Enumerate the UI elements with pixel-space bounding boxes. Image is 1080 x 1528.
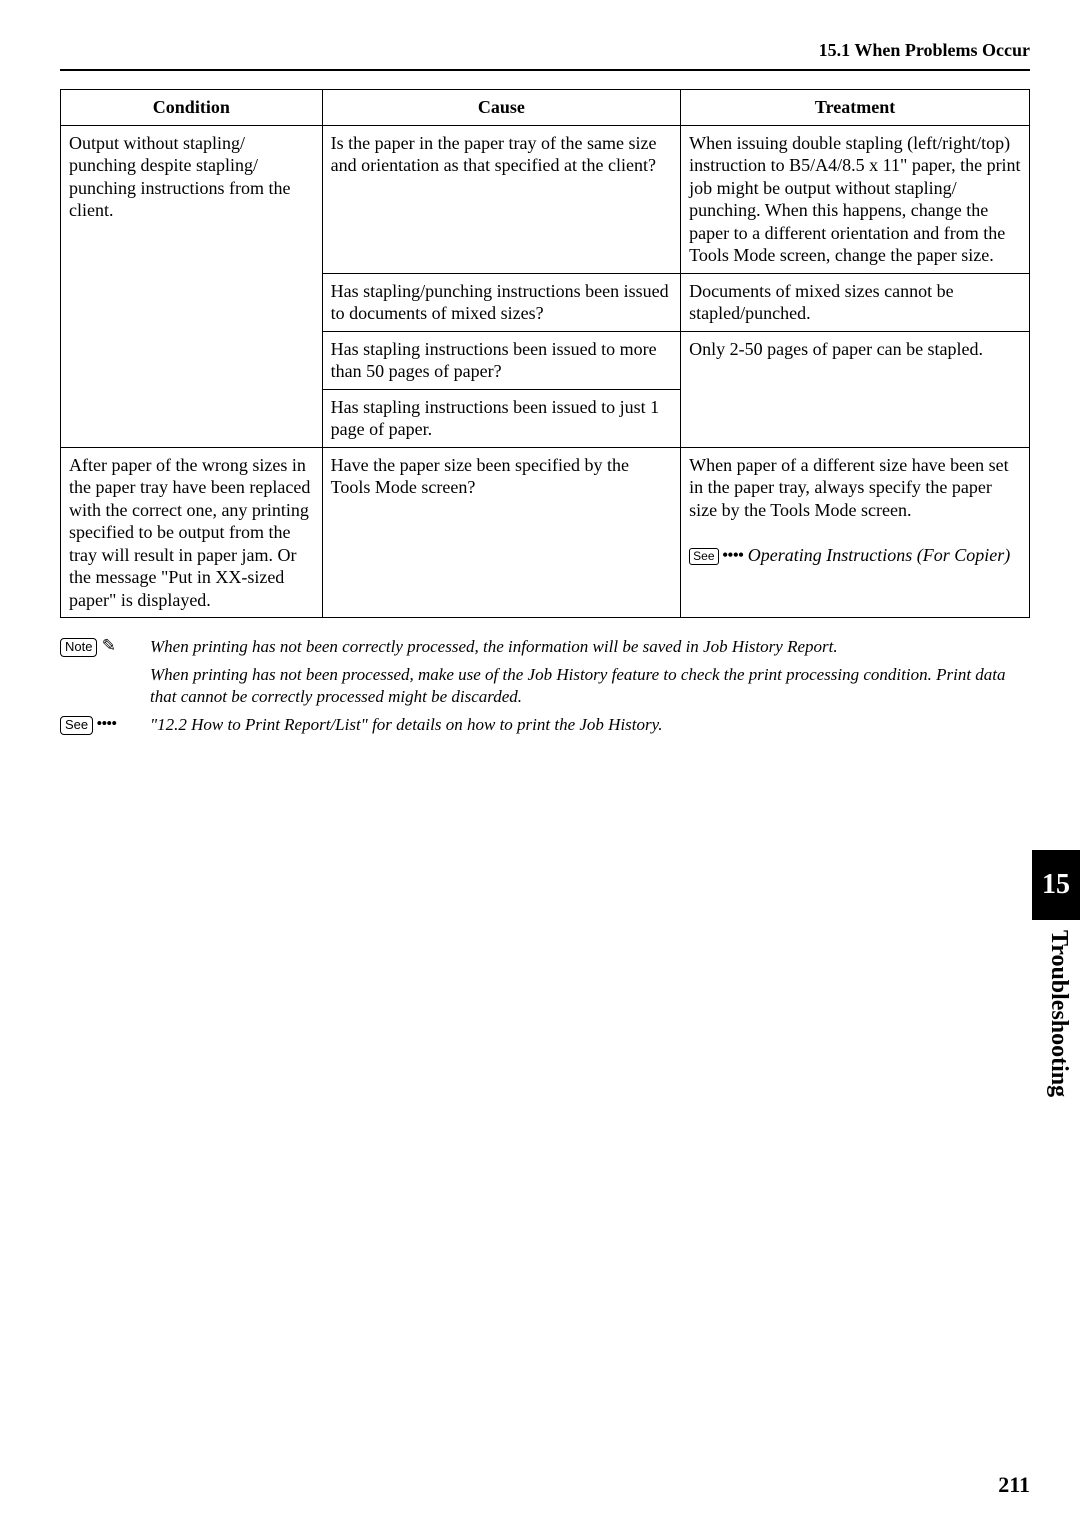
note-text: When printing has not been processed, ma… — [150, 664, 1030, 708]
page-number: 211 — [998, 1472, 1030, 1498]
dots-icon: •••• — [93, 714, 116, 733]
cell-treatment: When issuing double stapling (left/right… — [681, 125, 1030, 273]
table-row: After paper of the wrong sizes in the pa… — [61, 447, 1030, 618]
note-row: Note ✎ When printing has not been correc… — [60, 636, 1030, 658]
troubleshooting-table: Condition Cause Treatment Output without… — [60, 89, 1030, 618]
chapter-label: Troubleshooting — [1045, 930, 1072, 1097]
table-row: Output without stapling/ punching despit… — [61, 125, 1030, 273]
note-row: When printing has not been processed, ma… — [60, 664, 1030, 708]
header-rule — [60, 69, 1030, 71]
see-icon-cell: See •••• — [60, 714, 150, 735]
cell-treatment: Only 2-50 pages of paper can be stapled. — [681, 331, 1030, 447]
notes-section: Note ✎ When printing has not been correc… — [60, 636, 1030, 736]
col-header-treatment: Treatment — [681, 90, 1030, 126]
see-icon: See — [60, 716, 93, 735]
cell-cause: Have the paper size been specified by th… — [322, 447, 681, 618]
note-text: When printing has not been correctly pro… — [150, 636, 1030, 658]
chapter-tab: 15 — [1032, 850, 1080, 920]
cell-condition: After paper of the wrong sizes in the pa… — [61, 447, 323, 618]
cell-treatment: When paper of a different size have been… — [681, 447, 1030, 618]
treatment-text: When paper of a different size have been… — [689, 455, 1009, 520]
section-header: 15.1 When Problems Occur — [60, 40, 1030, 61]
note-icon: Note — [60, 638, 97, 657]
see-text: "12.2 How to Print Report/List" for deta… — [150, 714, 1030, 736]
cell-cause: Has stapling/punching instructions been … — [322, 273, 681, 331]
cell-treatment: Documents of mixed sizes cannot be stapl… — [681, 273, 1030, 331]
pencil-icon: ✎ — [102, 636, 116, 655]
see-icon: See — [689, 548, 718, 564]
cell-cause: Has stapling instructions been issued to… — [322, 389, 681, 447]
col-header-cause: Cause — [322, 90, 681, 126]
col-header-condition: Condition — [61, 90, 323, 126]
cell-cause: Is the paper in the paper tray of the sa… — [322, 125, 681, 273]
see-reference: Operating Instructions (For Copier) — [748, 545, 1011, 565]
cell-cause: Has stapling instructions been issued to… — [322, 331, 681, 389]
see-row: See •••• "12.2 How to Print Report/List"… — [60, 714, 1030, 736]
dots-icon: •••• — [719, 545, 744, 565]
note-icon-cell: Note ✎ — [60, 636, 150, 657]
cell-condition: Output without stapling/ punching despit… — [61, 125, 323, 447]
